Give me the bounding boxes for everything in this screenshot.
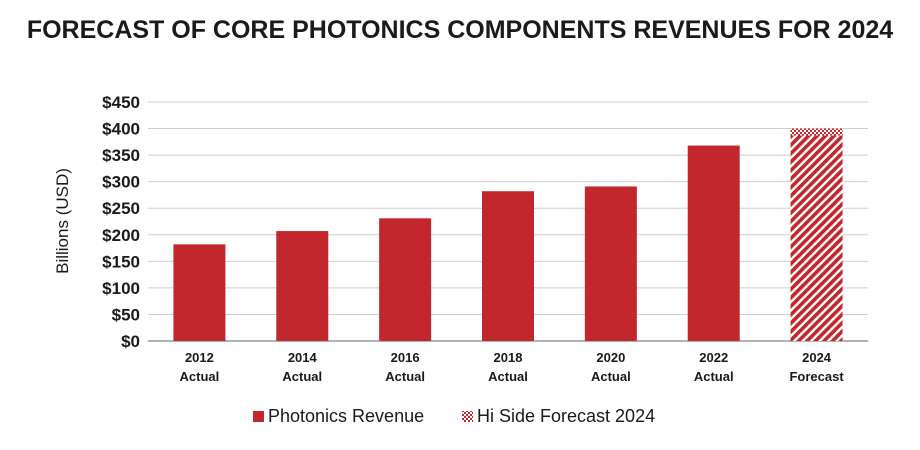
y-axis-ticks: $0 $50 $100 $150 $200 $250 $300 $350 $400 $450 [102, 93, 140, 351]
y-tick-label: $350 [102, 146, 140, 165]
revenue-bar [687, 145, 740, 341]
x-tick-year: 2020 [596, 350, 625, 365]
legend: Photonics Revenue Hi Side Forecast 2024 [253, 406, 655, 426]
x-tick-year: 2024 [802, 350, 832, 365]
y-tick-label: $300 [102, 173, 140, 192]
y-tick-label: $0 [121, 332, 140, 351]
y-tick-label: $100 [102, 279, 140, 298]
y-tick-label: $450 [102, 93, 140, 112]
revenue-bar [482, 191, 534, 341]
x-tick-status: Actual [180, 369, 220, 384]
x-tick-year: 2016 [391, 350, 420, 365]
y-tick-label: $200 [102, 226, 140, 245]
x-tick-status: Forecast [789, 369, 844, 384]
forecast-bar-cap [790, 128, 843, 136]
x-tick-status: Actual [488, 369, 528, 384]
y-tick-label: $150 [102, 252, 140, 271]
revenue-bar [173, 244, 226, 341]
revenue-bar [584, 186, 637, 341]
y-tick-label: $50 [112, 305, 140, 324]
x-tick-status: Actual [385, 369, 425, 384]
legend-label-revenue: Photonics Revenue [268, 406, 424, 426]
x-tick-year: 2012 [185, 350, 214, 365]
y-tick-label: $250 [102, 199, 140, 218]
y-tick-label: $400 [102, 120, 140, 139]
x-axis-categories: 2012 Actual 2014 Actual 2016 Actual 2018 Actual… [180, 350, 845, 384]
bars [173, 128, 843, 341]
revenue-bar [379, 218, 432, 341]
chart-title: FORECAST OF CORE PHOTONICS COMPONENTS RE… [27, 16, 893, 44]
forecast-bar [790, 128, 843, 341]
legend-swatch-forecast [462, 411, 473, 422]
x-tick-year: 2022 [699, 350, 728, 365]
legend-swatch-revenue [253, 411, 264, 422]
x-tick-status: Actual [694, 369, 734, 384]
x-tick-status: Actual [282, 369, 322, 384]
x-tick-status: Actual [591, 369, 631, 384]
x-tick-year: 2018 [494, 350, 523, 365]
x-tick-year: 2014 [288, 350, 318, 365]
revenue-bar [276, 231, 329, 341]
y-axis-label: Billions (USD) [53, 168, 72, 274]
legend-label-forecast: Hi Side Forecast 2024 [477, 406, 655, 426]
